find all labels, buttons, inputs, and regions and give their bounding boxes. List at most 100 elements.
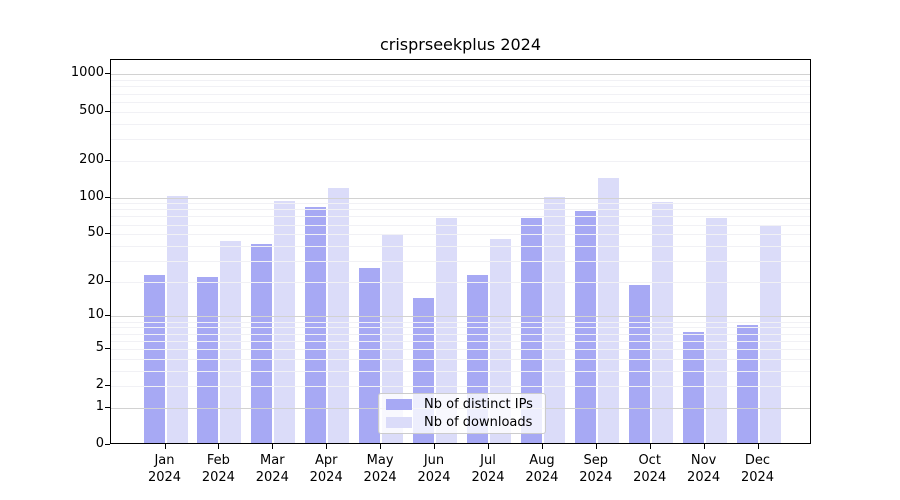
x-tick-label-feb: Feb 2024: [188, 452, 248, 486]
y-tick-label-1000: 1000: [70, 65, 104, 81]
bar-distinct-ips-mar: [251, 243, 273, 443]
x-tick-month: Apr: [314, 453, 338, 468]
y-tick-label-2: 2: [95, 377, 104, 393]
x-tick-mark-sep: [595, 444, 597, 449]
x-tick-year: 2024: [687, 470, 721, 485]
x-tick-label-may: May 2024: [350, 452, 410, 486]
minor-gridline: [111, 348, 810, 350]
minor-gridline: [111, 86, 810, 88]
x-tick-label-oct: Oct 2024: [620, 452, 680, 486]
x-tick-mark-apr: [326, 444, 328, 449]
minor-gridline: [111, 209, 810, 211]
legend-label-distinct-ips: Nb of distinct IPs: [424, 397, 533, 412]
x-tick-month: Jul: [480, 453, 496, 468]
x-tick-year: 2024: [417, 470, 451, 485]
x-tick-month: Aug: [529, 453, 555, 468]
bar-downloads-dec: [759, 226, 781, 443]
minor-gridline: [111, 216, 810, 218]
y-tick-label-50: 50: [87, 225, 104, 241]
x-tick-label-sep: Sep 2024: [566, 452, 626, 486]
x-tick-year: 2024: [201, 470, 235, 485]
y-tick-label-200: 200: [79, 151, 104, 167]
x-tick-mark-jun: [434, 444, 435, 449]
bar-distinct-ips-may: [359, 268, 381, 443]
x-tick-year: 2024: [471, 470, 505, 485]
minor-gridline: [111, 101, 810, 103]
y-tick-label-1: 1: [95, 398, 104, 414]
x-tick-year: 2024: [363, 470, 397, 485]
minor-gridline: [111, 386, 810, 388]
x-tick-mark-aug: [541, 444, 543, 449]
y-tick-label-5: 5: [95, 339, 104, 355]
y-tick-mark-5: [105, 347, 110, 349]
minor-gridline: [111, 245, 810, 247]
x-tick-mark-mar: [272, 444, 274, 449]
x-tick-month: Sep: [583, 453, 609, 468]
minor-gridline: [111, 111, 810, 113]
x-tick-mark-nov: [703, 444, 705, 449]
y-tick-mark-200: [105, 159, 110, 161]
y-tick-mark-1000: [105, 73, 110, 75]
y-tick-mark-500: [105, 110, 110, 112]
x-tick-label-jun: Jun 2024: [404, 452, 464, 486]
x-tick-label-nov: Nov 2024: [674, 452, 734, 486]
y-tick-mark-20: [105, 280, 110, 282]
y-tick-mark-1: [105, 406, 110, 408]
major-gridline-100: [111, 197, 810, 199]
minor-gridline: [111, 260, 810, 262]
bar-distinct-ips-feb: [197, 277, 219, 443]
x-tick-year: 2024: [579, 470, 613, 485]
x-tick-month: Nov: [690, 453, 717, 468]
minor-gridline: [111, 160, 810, 162]
x-tick-month: Oct: [638, 453, 661, 468]
x-tick-month: Mar: [260, 453, 285, 468]
bar-downloads-jan: [166, 195, 188, 443]
y-tick-mark-50: [105, 233, 110, 235]
minor-gridline: [111, 224, 810, 226]
legend-item-distinct-ips: Nb of distinct IPs: [386, 397, 539, 412]
bar-downloads-nov: [705, 217, 727, 443]
x-tick-mark-oct: [649, 444, 651, 449]
bar-distinct-ips-dec: [736, 325, 758, 443]
x-tick-mark-dec: [757, 444, 759, 449]
y-tick-label-500: 500: [79, 102, 104, 118]
minor-gridline: [111, 340, 810, 342]
legend-swatch-distinct-ips: [386, 399, 412, 410]
y-tick-mark-0: [105, 444, 110, 445]
x-tick-mark-jul: [488, 444, 489, 449]
x-tick-month: Jan: [154, 453, 175, 468]
bar-downloads-feb: [220, 241, 242, 443]
minor-gridline: [111, 333, 810, 335]
x-tick-mark-may: [380, 444, 382, 449]
x-tick-label-jul: Jul 2024: [458, 452, 518, 486]
x-tick-year: 2024: [255, 470, 289, 485]
minor-gridline: [111, 281, 810, 283]
legend-swatch-downloads: [386, 417, 412, 428]
legend-label-downloads: Nb of downloads: [424, 415, 533, 430]
major-gridline-10: [111, 316, 810, 318]
bar-downloads-sep: [597, 177, 619, 443]
minor-gridline: [111, 327, 810, 329]
bar-downloads-apr: [328, 188, 350, 443]
bar-downloads-oct: [651, 202, 673, 443]
x-tick-year: 2024: [740, 470, 775, 485]
bar-distinct-ips-sep: [574, 210, 596, 443]
y-tick-label-0: 0: [95, 436, 104, 451]
bar-distinct-ips-apr: [305, 207, 327, 443]
x-tick-year: 2024: [633, 470, 667, 485]
y-tick-label-20: 20: [87, 272, 104, 288]
minor-gridline: [111, 358, 810, 360]
minor-gridline: [111, 80, 810, 82]
x-tick-label-mar: Mar 2024: [242, 452, 302, 486]
x-tick-month: Feb: [206, 453, 230, 468]
y-tick-label-100: 100: [79, 188, 104, 204]
bar-downloads-may: [382, 234, 404, 443]
x-tick-label-dec: Dec 2024: [728, 452, 788, 486]
bar-downloads-aug: [543, 197, 565, 443]
minor-gridline: [111, 321, 810, 323]
minor-gridline: [111, 370, 810, 372]
x-tick-year: 2024: [147, 470, 182, 485]
legend-item-downloads: Nb of downloads: [386, 415, 539, 430]
x-tick-year: 2024: [309, 470, 343, 485]
